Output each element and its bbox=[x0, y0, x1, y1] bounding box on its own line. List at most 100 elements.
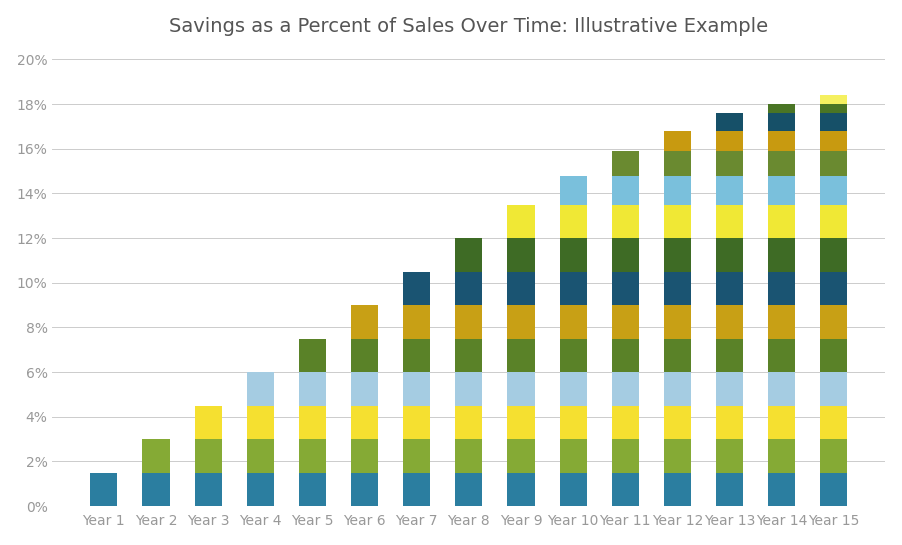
Bar bbox=[716, 439, 743, 473]
Bar bbox=[769, 175, 796, 204]
Bar bbox=[559, 305, 586, 338]
Bar bbox=[820, 305, 848, 338]
Bar bbox=[559, 473, 586, 506]
Bar bbox=[664, 305, 691, 338]
Bar bbox=[769, 338, 796, 372]
Bar bbox=[716, 238, 743, 271]
Bar bbox=[351, 439, 378, 473]
Bar bbox=[769, 113, 796, 131]
Bar bbox=[612, 151, 639, 175]
Bar bbox=[664, 338, 691, 372]
Bar bbox=[559, 175, 586, 204]
Bar bbox=[664, 131, 691, 151]
Bar bbox=[612, 338, 639, 372]
Bar bbox=[716, 204, 743, 238]
Bar bbox=[769, 104, 796, 113]
Bar bbox=[143, 473, 170, 506]
Bar bbox=[716, 131, 743, 151]
Title: Savings as a Percent of Sales Over Time: Illustrative Example: Savings as a Percent of Sales Over Time:… bbox=[170, 17, 769, 35]
Bar bbox=[820, 271, 848, 305]
Bar bbox=[769, 271, 796, 305]
Bar bbox=[769, 439, 796, 473]
Bar bbox=[456, 439, 483, 473]
Bar bbox=[612, 238, 639, 271]
Bar bbox=[403, 305, 430, 338]
Bar bbox=[664, 405, 691, 439]
Bar bbox=[195, 405, 222, 439]
Bar bbox=[299, 405, 326, 439]
Bar bbox=[247, 372, 274, 405]
Bar bbox=[820, 175, 848, 204]
Bar bbox=[820, 113, 848, 131]
Bar bbox=[612, 175, 639, 204]
Bar bbox=[820, 95, 848, 104]
Bar bbox=[769, 131, 796, 151]
Bar bbox=[716, 113, 743, 131]
Bar bbox=[769, 305, 796, 338]
Bar bbox=[403, 439, 430, 473]
Bar bbox=[351, 405, 378, 439]
Bar bbox=[299, 473, 326, 506]
Bar bbox=[456, 305, 483, 338]
Bar bbox=[456, 238, 483, 271]
Bar bbox=[664, 271, 691, 305]
Bar bbox=[664, 238, 691, 271]
Bar bbox=[351, 305, 378, 338]
Bar bbox=[508, 204, 535, 238]
Bar bbox=[351, 473, 378, 506]
Bar bbox=[769, 405, 796, 439]
Bar bbox=[508, 305, 535, 338]
Bar bbox=[508, 238, 535, 271]
Bar bbox=[90, 473, 117, 506]
Bar bbox=[820, 372, 848, 405]
Bar bbox=[508, 473, 535, 506]
Bar bbox=[716, 372, 743, 405]
Bar bbox=[403, 271, 430, 305]
Bar bbox=[299, 372, 326, 405]
Bar bbox=[456, 338, 483, 372]
Bar bbox=[403, 338, 430, 372]
Bar bbox=[403, 405, 430, 439]
Bar bbox=[559, 238, 586, 271]
Bar bbox=[247, 439, 274, 473]
Bar bbox=[769, 204, 796, 238]
Bar bbox=[820, 104, 848, 113]
Bar bbox=[716, 473, 743, 506]
Bar bbox=[559, 405, 586, 439]
Bar bbox=[716, 175, 743, 204]
Bar bbox=[612, 305, 639, 338]
Bar bbox=[195, 439, 222, 473]
Bar bbox=[456, 271, 483, 305]
Bar bbox=[195, 473, 222, 506]
Bar bbox=[820, 405, 848, 439]
Bar bbox=[351, 338, 378, 372]
Bar bbox=[820, 238, 848, 271]
Bar bbox=[403, 473, 430, 506]
Bar bbox=[508, 271, 535, 305]
Bar bbox=[247, 473, 274, 506]
Bar bbox=[820, 204, 848, 238]
Bar bbox=[716, 151, 743, 175]
Bar bbox=[559, 338, 586, 372]
Bar bbox=[299, 338, 326, 372]
Bar bbox=[508, 338, 535, 372]
Bar bbox=[612, 439, 639, 473]
Bar bbox=[664, 439, 691, 473]
Bar bbox=[716, 271, 743, 305]
Bar bbox=[143, 439, 170, 473]
Bar bbox=[559, 439, 586, 473]
Bar bbox=[769, 151, 796, 175]
Bar bbox=[612, 473, 639, 506]
Bar bbox=[769, 372, 796, 405]
Bar bbox=[612, 204, 639, 238]
Bar bbox=[456, 405, 483, 439]
Bar bbox=[456, 473, 483, 506]
Bar bbox=[559, 271, 586, 305]
Bar bbox=[716, 405, 743, 439]
Bar bbox=[559, 372, 586, 405]
Bar bbox=[351, 372, 378, 405]
Bar bbox=[664, 204, 691, 238]
Bar bbox=[612, 405, 639, 439]
Bar bbox=[820, 131, 848, 151]
Bar bbox=[612, 372, 639, 405]
